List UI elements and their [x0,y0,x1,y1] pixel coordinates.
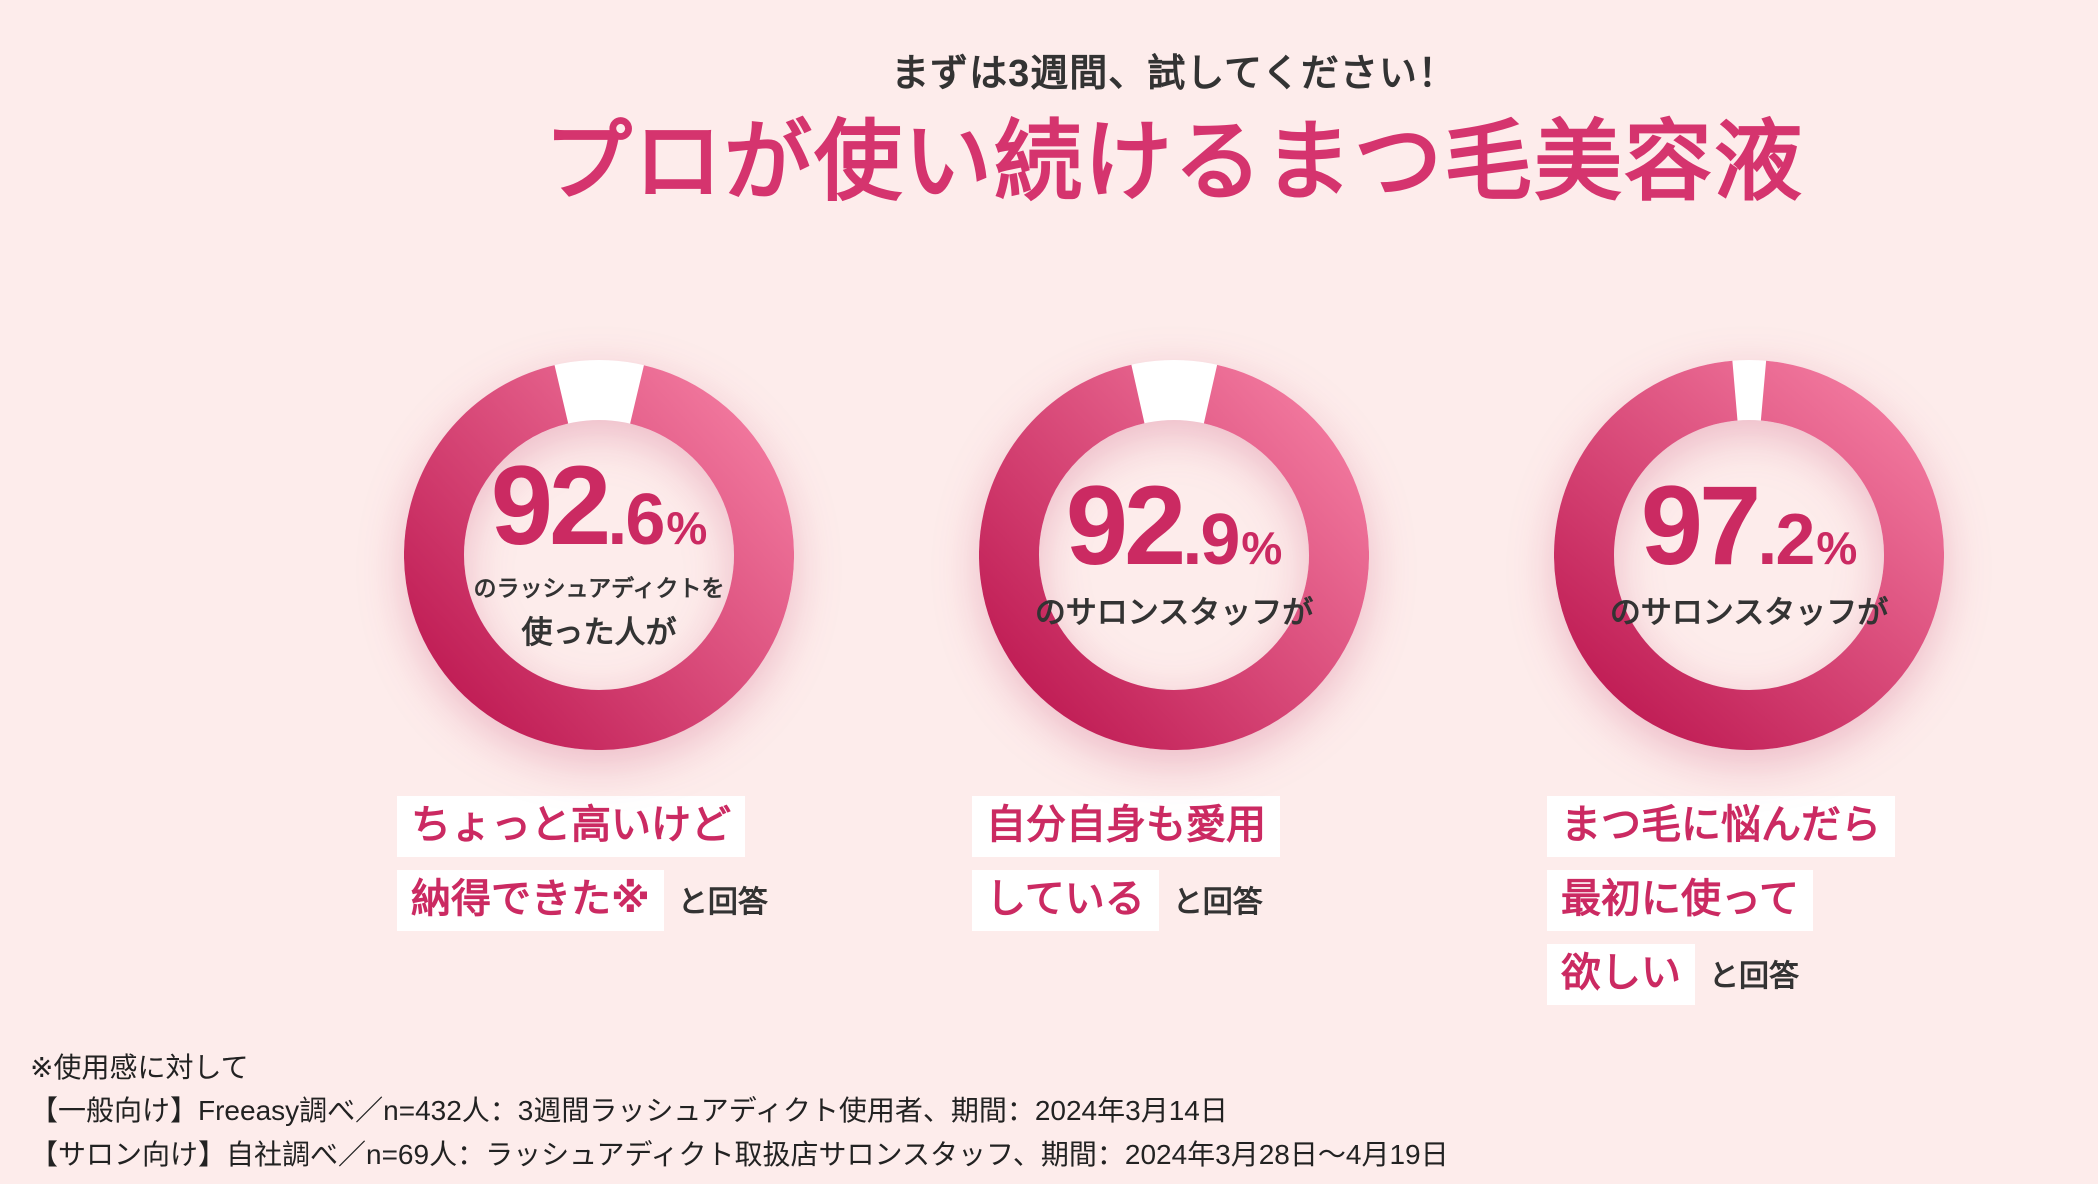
donut-ring-wrap [404,360,794,751]
caption-line: 自分自身も愛用 [972,796,1280,857]
caption-line: 納得できた※ [397,869,664,931]
donut-ring [979,360,1369,751]
footnote: 【サロン向け】自社調べ／n=69人：ラッシュアディクト取扱店サロンスタッフ、期間… [30,1138,1449,1170]
chart-caption: まつ毛に悩んだら 最初に使って 欲しい と回答 [1519,796,1979,1005]
donut-value-unit: % [666,502,708,555]
donut-ring [404,360,794,751]
caption-row: 欲しい と回答 [1547,943,1979,1005]
donut-ring [1554,360,1944,751]
caption-row: している と回答 [972,869,1404,931]
chart-caption: 自分自身も愛用 している と回答 [944,796,1404,931]
footnote: ※使用感に対して [30,1052,249,1083]
donut-percent-value: 92.9% [1066,470,1283,582]
donut-value-int: 92 [1065,463,1187,589]
survey-result-chart: 92.9% のサロンスタッフが 自分自身も愛用 している と回答 [944,360,1404,1017]
donut-value-unit: % [1241,522,1283,575]
caption-row: 納得できた※ と回答 [397,869,829,931]
caption-answer-suffix: と回答 [1709,959,1799,993]
footnotes: ※使用感に対して【一般向け】Freeasy調べ／n=432人：3週間ラッシュアデ… [30,1046,1449,1176]
caption-line: まつ毛に悩んだら [1547,796,1895,857]
donut-value-int: 92 [490,443,612,569]
survey-result-chart: 97.2% のサロンスタッフが まつ毛に悩んだら 最初に使って 欲しい と回答 [1519,360,1979,1017]
caption-answer-suffix: と回答 [1172,885,1263,919]
main-content: まずは3週間、試してください！ プロが使い続けるまつ毛美容液 92.6% のラッ… [250,53,2098,1017]
donut-label-small: のラッシュアディクトを [473,575,725,602]
donut-chart: 92.6% のラッシュアディクトを 使った人が [404,360,794,751]
donut-center-content: 92.6% のラッシュアディクトを 使った人が [462,418,736,692]
donut-label-main: のサロンスタッフが [1609,595,1889,631]
survey-result-chart: 92.6% のラッシュアディクトを 使った人が ちょっと高いけど 納得できた※ と回… [369,360,829,1017]
footnote: 【一般向け】Freeasy調べ／n=432人：3週間ラッシュアディクト使用者、期… [30,1095,1228,1127]
donut-value-dec: .2 [1757,500,1815,581]
donut-percent-value: 97.2% [1641,470,1858,582]
donut-label-main: 使った人が [521,615,677,651]
donut-value-unit: % [1816,522,1858,575]
donut-ring-wrap [1554,360,1944,751]
caption-line: 欲しい [1547,943,1695,1005]
donut-chart: 92.9% のサロンスタッフが [979,360,1369,751]
caption-row: まつ毛に悩んだら [1547,796,1979,857]
caption-line: している [972,869,1159,931]
donut-value-dec: .9 [1182,500,1240,581]
page-subtitle: まずは3週間、試してください！ [891,53,1457,95]
donut-value-int: 97 [1640,463,1762,589]
donut-chart: 97.2% のサロンスタッフが [1554,360,1944,751]
caption-line: ちょっと高いけど [397,796,745,857]
charts-row: 92.6% のラッシュアディクトを 使った人が ちょっと高いけど 納得できた※ と回… [250,360,2098,1017]
caption-line: 最初に使って [1547,869,1813,931]
donut-center-content: 92.9% のサロンスタッフが [1034,418,1314,692]
caption-row: 最初に使って [1547,869,1979,931]
donut-ring-wrap [979,360,1369,751]
page-title: プロが使い続けるまつ毛美容液 [543,112,1804,211]
chart-caption: ちょっと高いけど 納得できた※ と回答 [369,796,829,931]
donut-label-main: のサロンスタッフが [1034,595,1314,631]
donut-percent-value: 92.6% [491,450,708,562]
donut-center-content: 97.2% のサロンスタッフが [1609,418,1889,692]
caption-row: ちょっと高いけど [397,796,829,857]
caption-answer-suffix: と回答 [677,885,768,919]
donut-value-dec: .6 [607,480,665,561]
caption-row: 自分自身も愛用 [972,796,1404,857]
